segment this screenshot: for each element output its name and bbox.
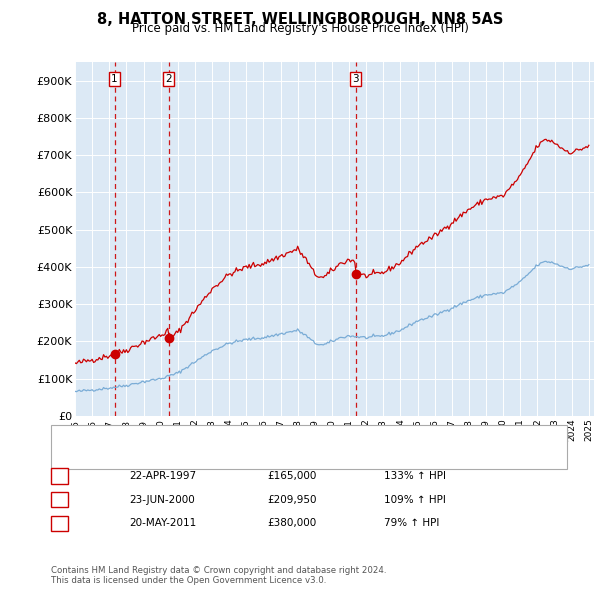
- Text: 1: 1: [56, 471, 63, 481]
- Text: 133% ↑ HPI: 133% ↑ HPI: [384, 471, 446, 481]
- Text: 22-APR-1997: 22-APR-1997: [129, 471, 196, 481]
- Text: Price paid vs. HM Land Registry's House Price Index (HPI): Price paid vs. HM Land Registry's House …: [131, 22, 469, 35]
- Text: Contains HM Land Registry data © Crown copyright and database right 2024.
This d: Contains HM Land Registry data © Crown c…: [51, 566, 386, 585]
- Text: 3: 3: [352, 74, 359, 84]
- Text: 8, HATTON STREET, WELLINGBOROUGH, NN8 5AS (detached house): 8, HATTON STREET, WELLINGBOROUGH, NN8 5A…: [95, 433, 427, 443]
- Text: 2: 2: [166, 74, 172, 84]
- Text: 8, HATTON STREET, WELLINGBOROUGH, NN8 5AS: 8, HATTON STREET, WELLINGBOROUGH, NN8 5A…: [97, 12, 503, 27]
- Text: 3: 3: [56, 519, 63, 528]
- Text: 79% ↑ HPI: 79% ↑ HPI: [384, 519, 439, 528]
- Text: £380,000: £380,000: [267, 519, 316, 528]
- Text: 20-MAY-2011: 20-MAY-2011: [129, 519, 196, 528]
- Text: 2: 2: [56, 495, 63, 504]
- Text: HPI: Average price, detached house, North Northamptonshire: HPI: Average price, detached house, Nort…: [95, 452, 395, 461]
- Text: £165,000: £165,000: [267, 471, 316, 481]
- Text: 1: 1: [111, 74, 118, 84]
- Text: 109% ↑ HPI: 109% ↑ HPI: [384, 495, 446, 504]
- Text: 23-JUN-2000: 23-JUN-2000: [129, 495, 195, 504]
- Text: £209,950: £209,950: [267, 495, 317, 504]
